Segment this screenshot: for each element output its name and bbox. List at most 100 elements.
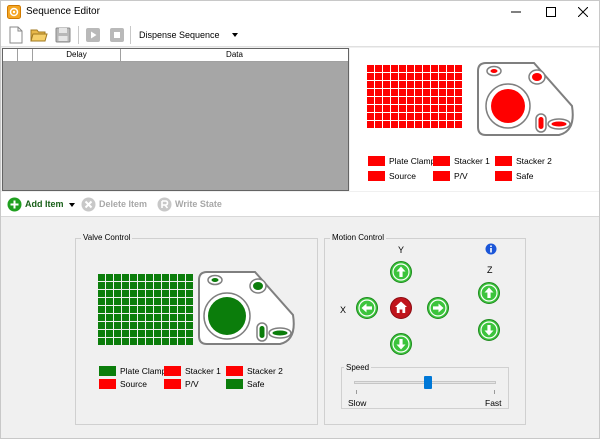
play-button[interactable] xyxy=(84,26,102,44)
well xyxy=(383,81,390,88)
well xyxy=(162,298,169,305)
open-folder-button[interactable] xyxy=(30,26,48,44)
legend-swatch xyxy=(433,171,450,181)
well xyxy=(122,282,129,289)
home-button[interactable] xyxy=(390,297,412,319)
valve-well-grid[interactable] xyxy=(98,274,196,346)
well xyxy=(170,298,177,305)
well xyxy=(367,97,374,104)
well xyxy=(162,290,169,297)
z-up-button[interactable] xyxy=(478,282,500,304)
stop-button[interactable] xyxy=(108,26,126,44)
well xyxy=(391,113,398,120)
well xyxy=(122,290,129,297)
well xyxy=(375,113,382,120)
well xyxy=(106,338,113,345)
window-title: Sequence Editor xyxy=(26,6,100,17)
well xyxy=(186,306,193,313)
delete-icon xyxy=(81,197,96,212)
well xyxy=(423,89,430,96)
well xyxy=(114,274,121,281)
arrow-up-icon xyxy=(396,266,406,277)
well xyxy=(439,121,446,128)
well xyxy=(154,306,161,313)
z-down-button[interactable] xyxy=(478,319,500,341)
speed-tick-min xyxy=(356,390,357,394)
well xyxy=(154,314,161,321)
well xyxy=(106,314,113,321)
z-axis-label: Z xyxy=(487,265,493,275)
well xyxy=(423,65,430,72)
well xyxy=(170,306,177,313)
well xyxy=(178,298,185,305)
well xyxy=(98,306,105,313)
valve-swatch xyxy=(99,366,116,376)
well xyxy=(375,97,382,104)
well xyxy=(170,338,177,345)
well xyxy=(114,314,121,321)
speed-slow-label: Slow xyxy=(348,398,367,408)
valve-plate-diagram[interactable] xyxy=(195,270,299,348)
sequence-select[interactable]: Dispense Sequence xyxy=(134,26,246,44)
well xyxy=(186,338,193,345)
well xyxy=(114,298,121,305)
sequence-grid[interactable]: Delay Data xyxy=(2,48,349,191)
well xyxy=(162,322,169,329)
well xyxy=(162,330,169,337)
well xyxy=(439,81,446,88)
well xyxy=(407,73,414,80)
well xyxy=(455,97,462,104)
grid-select-column[interactable] xyxy=(18,49,33,61)
well xyxy=(375,105,382,112)
well xyxy=(106,322,113,329)
title-bar: Sequence Editor xyxy=(1,1,599,23)
y-up-button[interactable] xyxy=(390,261,412,283)
legend-label: Stacker 2 xyxy=(516,156,552,166)
well xyxy=(415,113,422,120)
well xyxy=(455,73,462,80)
well xyxy=(178,274,185,281)
well xyxy=(375,81,382,88)
new-file-icon xyxy=(9,26,23,44)
close-button[interactable] xyxy=(566,1,600,23)
well xyxy=(431,73,438,80)
well xyxy=(439,65,446,72)
new-file-button[interactable] xyxy=(7,26,25,44)
well xyxy=(130,274,137,281)
motion-control-group: Motion Control xyxy=(324,233,526,425)
stop-icon xyxy=(110,28,124,42)
speed-slider-thumb[interactable] xyxy=(423,376,432,389)
well xyxy=(415,73,422,80)
well xyxy=(154,338,161,345)
legend-swatch xyxy=(433,156,450,166)
grid-row-header xyxy=(3,49,18,61)
maximize-button[interactable] xyxy=(534,1,569,23)
well xyxy=(122,314,129,321)
well xyxy=(186,322,193,329)
delete-item-button[interactable]: Delete Item xyxy=(81,197,153,212)
legend-swatch xyxy=(495,156,512,166)
write-state-button[interactable]: Write State xyxy=(157,197,225,212)
grid-column-delay[interactable]: Delay xyxy=(33,49,121,61)
info-icon[interactable] xyxy=(485,243,497,255)
x-right-button[interactable] xyxy=(427,297,449,319)
well xyxy=(455,105,462,112)
well xyxy=(130,290,137,297)
well xyxy=(122,306,129,313)
well xyxy=(367,65,374,72)
minimize-button[interactable] xyxy=(499,1,534,23)
x-left-button[interactable] xyxy=(356,297,378,319)
grid-column-data[interactable]: Data xyxy=(226,50,243,59)
well xyxy=(106,330,113,337)
well xyxy=(98,322,105,329)
well xyxy=(170,322,177,329)
add-item-button[interactable]: Add Item xyxy=(7,197,77,212)
y-down-button[interactable] xyxy=(390,333,412,355)
well xyxy=(162,282,169,289)
well xyxy=(170,274,177,281)
well xyxy=(407,113,414,120)
save-button[interactable] xyxy=(54,26,72,44)
sequence-select-value: Dispense Sequence xyxy=(139,30,220,40)
well xyxy=(138,274,145,281)
well xyxy=(138,282,145,289)
